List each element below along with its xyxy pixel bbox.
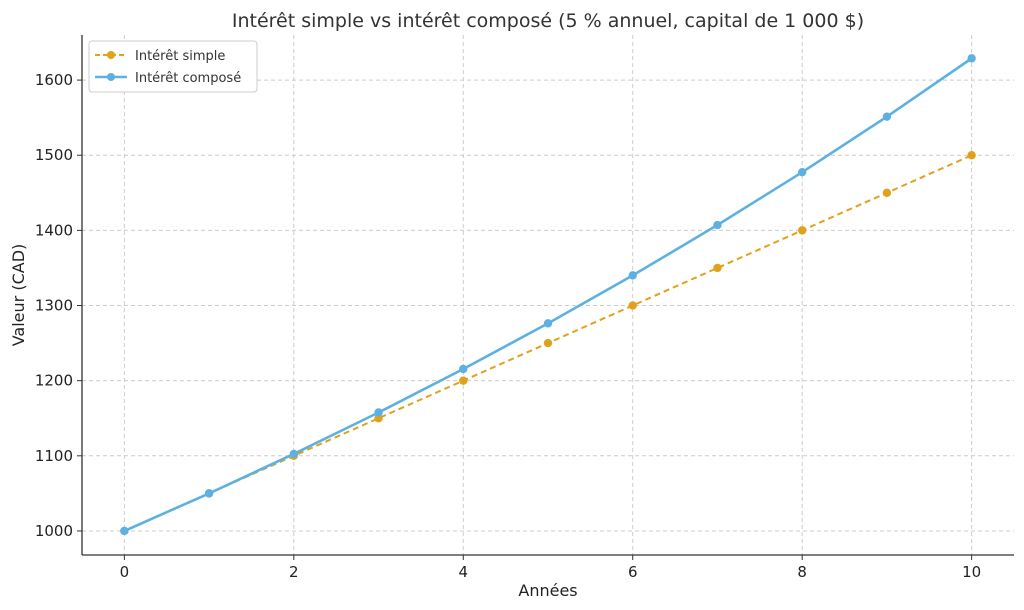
chart-title: Intérêt simple vs intérêt composé (5 % a… [232,10,864,32]
legend: Intérêt simple Intérêt composé [88,40,258,93]
x-tick-label-0: 0 [120,563,130,581]
axes [81,35,1014,556]
y-tick-label-1200: 1200 [35,372,73,390]
series-line-1 [123,57,973,533]
legend-marker-simple [107,51,115,59]
series-1-point-5 [543,319,553,328]
legend-label-simple: Intérêt simple [135,49,225,64]
series-1-point-0 [120,526,129,536]
x-tick-label-10: 10 [962,563,981,581]
series-0-point-8 [797,226,807,235]
series-0-point-10 [967,151,976,160]
series-1-point-1 [204,489,214,498]
tick-labels: 0 2 4 6 8 10 1000 1100 1200 1300 1400 1500 1600 [35,71,981,581]
series-1-point-10 [967,54,976,63]
series-0-point-7 [713,263,722,273]
series-1-point-4 [459,364,468,374]
series-1-point-7 [713,220,722,230]
grid [82,35,1014,555]
legend-label-compound: Intérêt composé [135,71,241,86]
y-tick-label-1300: 1300 [35,297,73,315]
y-tick-label-1400: 1400 [35,221,73,239]
x-axis-label: Années [518,581,577,600]
series-group [120,54,976,536]
series-1-point-2 [289,449,299,459]
x-tick-label-8: 8 [797,563,807,581]
legend-box [88,40,258,93]
x-tick-label-6: 6 [628,563,638,581]
series-0-point-9 [882,188,892,198]
series-0-point-5 [543,338,553,348]
y-tick-label-1600: 1600 [35,71,73,89]
x-tick-label-2: 2 [289,563,299,581]
series-1-point-8 [797,167,807,177]
y-tick-label-1500: 1500 [35,146,73,164]
series-1-point-9 [882,112,892,121]
y-tick-label-1000: 1000 [35,522,73,540]
y-axis-label: Valeur (CAD) [9,244,28,347]
x-tick-label-4: 4 [458,563,468,581]
legend-marker-compound [107,73,115,81]
series-0-point-4 [459,376,468,385]
series-1-point-3 [374,408,383,417]
series-0-point-6 [628,301,637,310]
y-tick-label-1100: 1100 [35,447,73,465]
series-1-point-6 [628,271,637,280]
